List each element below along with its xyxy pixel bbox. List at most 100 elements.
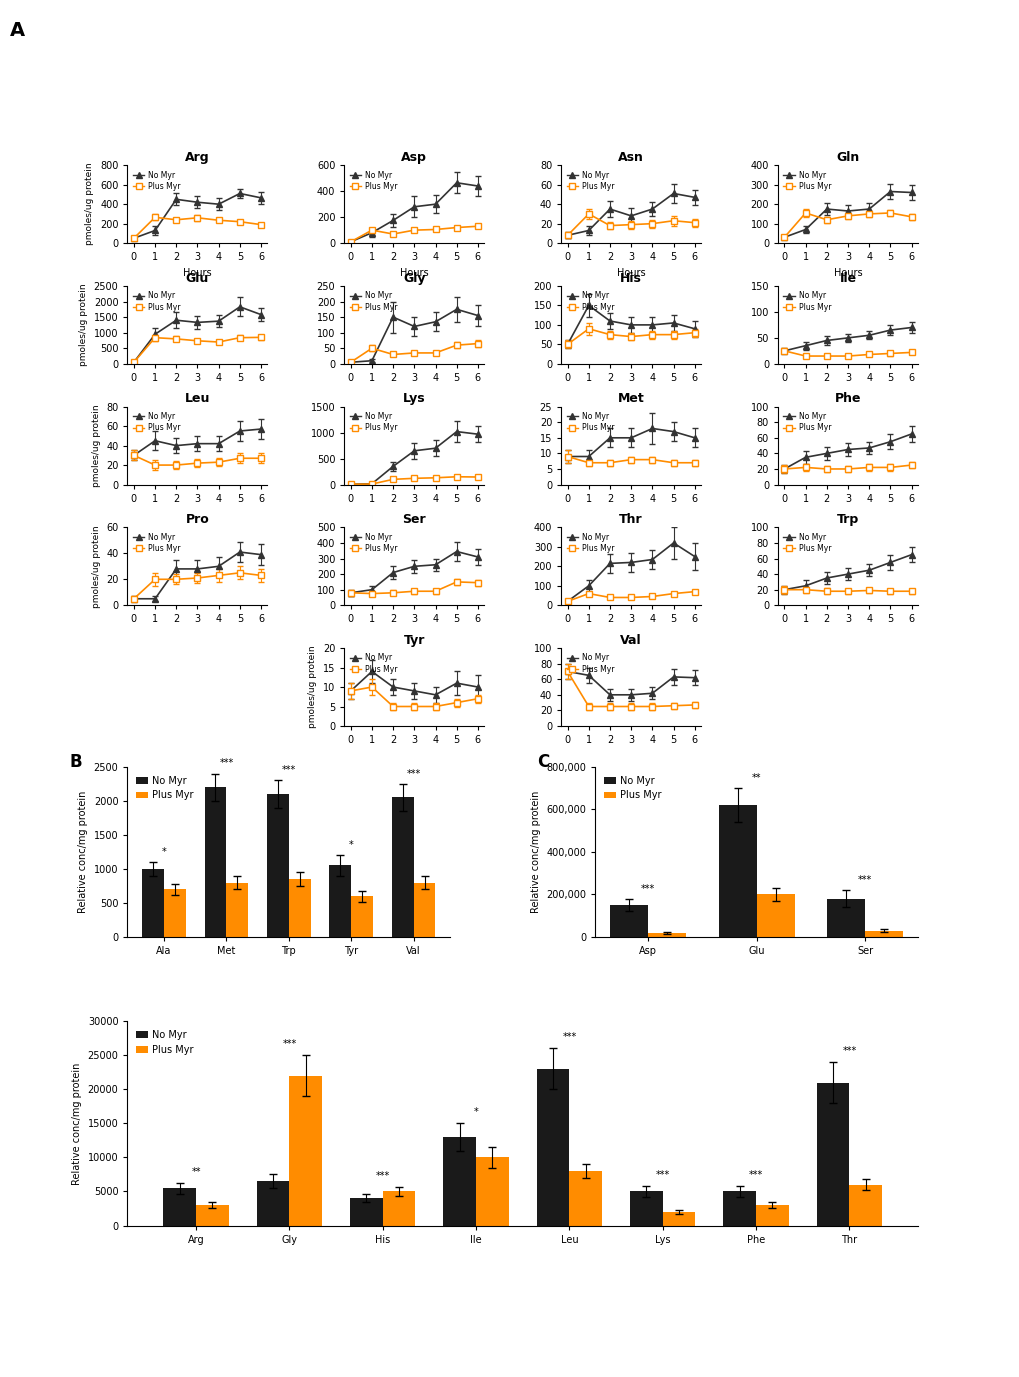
- Legend: No Myr, Plus Myr: No Myr, Plus Myr: [132, 1026, 197, 1059]
- Title: Glu: Glu: [185, 271, 209, 285]
- Bar: [864, 931, 903, 936]
- Text: ***: ***: [640, 884, 654, 894]
- Legend: No Myr, Plus Myr: No Myr, Plus Myr: [131, 532, 182, 555]
- Bar: [755, 1205, 788, 1226]
- Bar: [443, 1137, 476, 1226]
- Y-axis label: pmoles/ug protein: pmoles/ug protein: [308, 646, 317, 728]
- Text: ***: ***: [655, 1170, 669, 1180]
- Text: **: **: [192, 1166, 201, 1176]
- Legend: No Myr, Plus Myr: No Myr, Plus Myr: [565, 651, 615, 675]
- Title: Pro: Pro: [185, 514, 209, 526]
- Legend: No Myr, Plus Myr: No Myr, Plus Myr: [131, 169, 182, 193]
- Legend: No Myr, Plus Myr: No Myr, Plus Myr: [132, 771, 197, 804]
- Bar: [289, 1075, 322, 1226]
- Title: Met: Met: [618, 392, 644, 405]
- Title: Trp: Trp: [837, 514, 858, 526]
- Title: Val: Val: [620, 633, 641, 647]
- Y-axis label: Relative conc/mg protein: Relative conc/mg protein: [78, 790, 88, 913]
- Text: ***: ***: [282, 1040, 297, 1049]
- Bar: [351, 896, 373, 936]
- Text: B: B: [69, 753, 82, 771]
- Title: Lys: Lys: [403, 392, 425, 405]
- Legend: No Myr, Plus Myr: No Myr, Plus Myr: [347, 651, 398, 675]
- Title: Gln: Gln: [836, 151, 859, 164]
- Legend: No Myr, Plus Myr: No Myr, Plus Myr: [565, 532, 615, 555]
- Bar: [267, 795, 288, 936]
- Y-axis label: Relative conc/mg protein: Relative conc/mg protein: [530, 790, 540, 913]
- Title: Asn: Asn: [618, 151, 643, 164]
- Bar: [647, 932, 686, 936]
- X-axis label: Hours: Hours: [833, 267, 861, 278]
- Bar: [391, 797, 414, 936]
- Bar: [569, 1170, 601, 1226]
- Y-axis label: Relative conc/mg protein: Relative conc/mg protein: [72, 1062, 82, 1184]
- Legend: No Myr, Plus Myr: No Myr, Plus Myr: [782, 410, 832, 434]
- Text: ***: ***: [407, 768, 421, 778]
- Text: **: **: [751, 772, 760, 784]
- Bar: [826, 899, 864, 936]
- Bar: [196, 1205, 228, 1226]
- X-axis label: Hours: Hours: [183, 267, 212, 278]
- Y-axis label: pmoles/ug protein: pmoles/ug protein: [92, 405, 101, 487]
- Y-axis label: pmoles/ug protein: pmoles/ug protein: [92, 525, 101, 607]
- Text: C: C: [537, 753, 549, 771]
- Text: ***: ***: [842, 1047, 856, 1056]
- Bar: [288, 879, 311, 936]
- Bar: [142, 869, 164, 936]
- Legend: No Myr, Plus Myr: No Myr, Plus Myr: [131, 289, 182, 313]
- Text: *: *: [473, 1107, 478, 1117]
- Title: Phe: Phe: [834, 392, 860, 405]
- X-axis label: Hours: Hours: [616, 267, 645, 278]
- Text: *: *: [348, 840, 354, 850]
- Title: Asp: Asp: [401, 151, 427, 164]
- Legend: No Myr, Plus Myr: No Myr, Plus Myr: [347, 289, 398, 313]
- Bar: [849, 1184, 881, 1226]
- Text: A: A: [10, 21, 25, 40]
- Bar: [718, 806, 756, 936]
- Title: Arg: Arg: [185, 151, 210, 164]
- Text: ***: ***: [857, 874, 871, 885]
- Text: ***: ***: [561, 1033, 576, 1042]
- Legend: No Myr, Plus Myr: No Myr, Plus Myr: [347, 169, 398, 193]
- Bar: [414, 883, 435, 936]
- Bar: [816, 1082, 849, 1226]
- Bar: [536, 1069, 569, 1226]
- Bar: [630, 1191, 662, 1226]
- Title: Tyr: Tyr: [404, 633, 425, 647]
- Text: ***: ***: [748, 1170, 762, 1180]
- Bar: [163, 1188, 196, 1226]
- Legend: No Myr, Plus Myr: No Myr, Plus Myr: [347, 410, 398, 434]
- Bar: [329, 866, 351, 936]
- Title: Leu: Leu: [184, 392, 210, 405]
- X-axis label: Hours: Hours: [399, 267, 428, 278]
- Legend: No Myr, Plus Myr: No Myr, Plus Myr: [782, 532, 832, 555]
- Legend: No Myr, Plus Myr: No Myr, Plus Myr: [565, 410, 615, 434]
- Y-axis label: pmoles/ug protein: pmoles/ug protein: [86, 162, 95, 245]
- Legend: No Myr, Plus Myr: No Myr, Plus Myr: [565, 289, 615, 313]
- Y-axis label: pmoles/ug protein: pmoles/ug protein: [79, 284, 88, 366]
- Legend: No Myr, Plus Myr: No Myr, Plus Myr: [131, 410, 182, 434]
- Bar: [756, 895, 794, 936]
- Legend: No Myr, Plus Myr: No Myr, Plus Myr: [347, 532, 398, 555]
- Title: Thr: Thr: [619, 514, 642, 526]
- Legend: No Myr, Plus Myr: No Myr, Plus Myr: [599, 771, 664, 804]
- Title: Ser: Ser: [403, 514, 426, 526]
- Bar: [350, 1198, 382, 1226]
- Bar: [476, 1158, 508, 1226]
- Bar: [722, 1191, 755, 1226]
- Legend: No Myr, Plus Myr: No Myr, Plus Myr: [565, 169, 615, 193]
- Legend: No Myr, Plus Myr: No Myr, Plus Myr: [782, 169, 832, 193]
- Bar: [662, 1212, 695, 1226]
- Text: ***: ***: [375, 1170, 389, 1180]
- Bar: [382, 1191, 415, 1226]
- Bar: [257, 1181, 289, 1226]
- Text: ***: ***: [281, 766, 296, 775]
- Bar: [205, 788, 226, 936]
- Bar: [609, 905, 647, 936]
- Text: ***: ***: [219, 759, 233, 768]
- Text: *: *: [161, 847, 166, 856]
- Legend: No Myr, Plus Myr: No Myr, Plus Myr: [782, 289, 832, 313]
- Bar: [226, 883, 248, 936]
- Title: Ile: Ile: [839, 271, 856, 285]
- Bar: [164, 890, 185, 936]
